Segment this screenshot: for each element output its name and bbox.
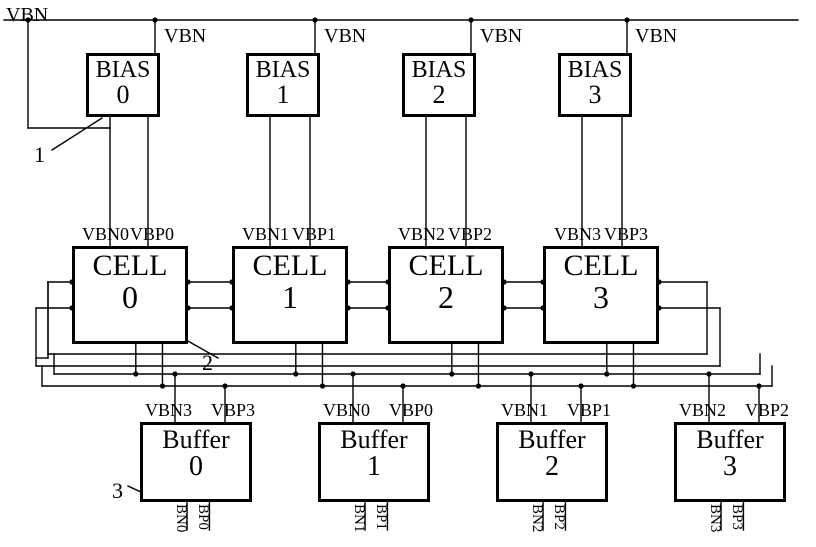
- cell-box-0: CELL0: [72, 246, 188, 344]
- callout-3: 3: [112, 478, 123, 504]
- buffer-out-l-3: BN3: [706, 504, 723, 532]
- cell-box-3: CELL3: [543, 246, 659, 344]
- vbn-sub-label: VBN: [324, 25, 366, 48]
- buffer-vbp-label-2: VBP1: [567, 400, 611, 421]
- cell-vbp-label-2: VBP2: [448, 224, 492, 245]
- cell-box-1: CELL1: [232, 246, 348, 344]
- buffer-out-r-0: BP0: [194, 504, 211, 530]
- vbn-main-label: VBN: [6, 4, 48, 27]
- buffer-out-r-3: BP3: [728, 504, 745, 530]
- vbn-sub-label: VBN: [480, 25, 522, 48]
- cell-vbp-label-1: VBP1: [292, 224, 336, 245]
- cell-vbn-label-1: VBN1: [242, 224, 289, 245]
- callout-1: 1: [34, 142, 45, 168]
- buffer-vbp-label-0: VBP3: [211, 400, 255, 421]
- bias-box-2: BIAS2: [402, 53, 476, 117]
- buffer-vbn-label-2: VBN1: [501, 400, 548, 421]
- cell-vbn-label-0: VBN0: [82, 224, 129, 245]
- bias-box-1: BIAS1: [246, 53, 320, 117]
- buffer-box-0: Buffer0: [140, 422, 252, 502]
- vbn-sub-label: VBN: [164, 25, 206, 48]
- diagram-root: { "canvas": { "w": 816, "h": 547, "bg": …: [0, 0, 816, 547]
- buffer-out-l-1: BN1: [350, 504, 367, 532]
- buffer-box-2: Buffer2: [496, 422, 608, 502]
- bias-box-0: BIAS0: [86, 53, 160, 117]
- cell-vbp-label-3: VBP3: [604, 224, 648, 245]
- buffer-out-l-0: BN0: [172, 504, 189, 532]
- buffer-vbn-label-0: VBN3: [145, 400, 192, 421]
- cell-vbp-label-0: VBP0: [130, 224, 174, 245]
- cell-vbn-label-3: VBN3: [554, 224, 601, 245]
- buffer-out-r-1: BP1: [372, 504, 389, 530]
- cell-box-2: CELL2: [388, 246, 504, 344]
- callout-2: 2: [202, 350, 213, 376]
- vbn-sub-label: VBN: [635, 25, 677, 48]
- buffer-box-1: Buffer1: [318, 422, 430, 502]
- buffer-vbn-label-3: VBN2: [679, 400, 726, 421]
- buffer-vbn-label-1: VBN0: [323, 400, 370, 421]
- bias-box-3: BIAS3: [558, 53, 632, 117]
- cell-vbn-label-2: VBN2: [398, 224, 445, 245]
- buffer-out-l-2: BN2: [528, 504, 545, 532]
- buffer-out-r-2: BP2: [550, 504, 567, 530]
- buffer-box-3: Buffer3: [674, 422, 786, 502]
- buffer-vbp-label-1: VBP0: [389, 400, 433, 421]
- buffer-vbp-label-3: VBP2: [745, 400, 789, 421]
